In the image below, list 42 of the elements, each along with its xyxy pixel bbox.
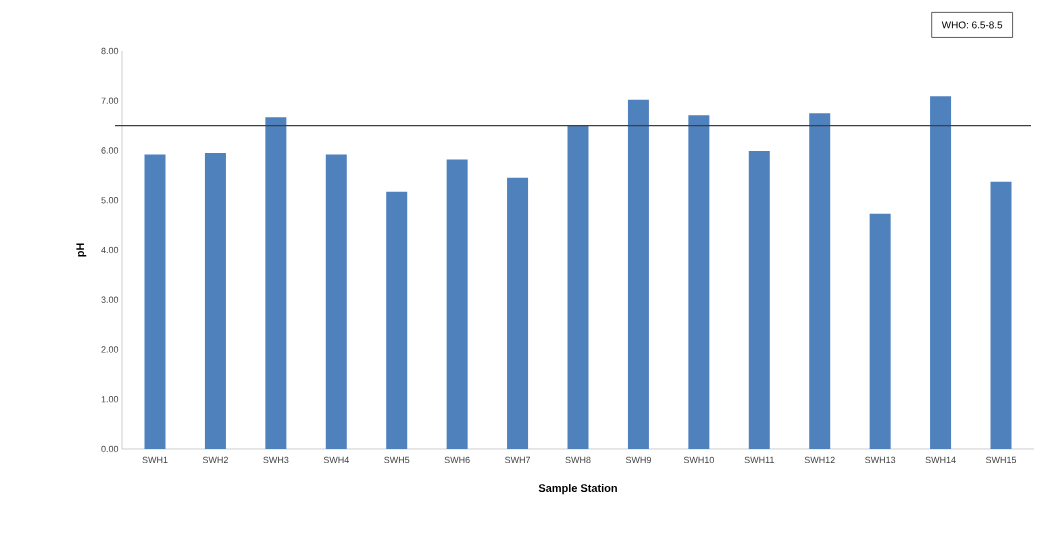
x-tick-label: SWH11 <box>744 456 774 464</box>
y-tick-label: 5.00 <box>101 197 119 204</box>
bar <box>809 113 831 449</box>
bar <box>204 152 226 449</box>
x-tick-label: SWH9 <box>625 456 651 464</box>
bar <box>869 213 891 449</box>
x-tick-label: SWH12 <box>804 456 835 464</box>
y-tick-label: 4.00 <box>101 246 119 254</box>
text: WHO: 6.5-8.5 <box>941 21 1003 29</box>
bar <box>990 181 1012 449</box>
y-tick-label: 8.00 <box>101 47 119 55</box>
bar <box>627 99 649 449</box>
y-tick-label: 2.00 <box>101 346 119 353</box>
bar <box>567 125 589 449</box>
x-tick-label: SWH5 <box>384 456 410 464</box>
bar <box>144 154 166 449</box>
x-tick-label: SWH6 <box>444 456 470 464</box>
x-tick-label: SWH2 <box>202 456 228 464</box>
bar <box>265 117 287 449</box>
x-tick-label: SWH3 <box>263 456 289 464</box>
y-tick-label: 1.00 <box>101 396 119 403</box>
x-axis-title: Sample Station <box>538 483 617 495</box>
x-tick-label: SWH13 <box>865 456 896 464</box>
x-tick-label: SWH15 <box>985 456 1017 464</box>
x-tick-label: SWH14 <box>925 456 956 464</box>
y-tick-label: 7.00 <box>101 97 119 104</box>
bar <box>325 154 347 449</box>
x-tick-label: SWH4 <box>323 456 349 464</box>
y-tick-label: 6.00 <box>101 147 119 154</box>
x-tick-label: SWH7 <box>505 456 531 464</box>
bar <box>930 96 952 449</box>
x-tick-label: SWH8 <box>565 456 591 464</box>
y-tick-label: 0.00 <box>101 445 119 453</box>
y-tick-label: 3.00 <box>101 296 119 303</box>
bar <box>748 150 770 449</box>
x-tick-label: SWH10 <box>683 456 714 464</box>
bar <box>688 115 710 449</box>
y-axis-title: pH <box>76 243 87 257</box>
bar <box>507 177 529 449</box>
bar <box>386 191 408 449</box>
bar <box>446 159 468 449</box>
x-tick-label: SWH1 <box>142 456 168 464</box>
